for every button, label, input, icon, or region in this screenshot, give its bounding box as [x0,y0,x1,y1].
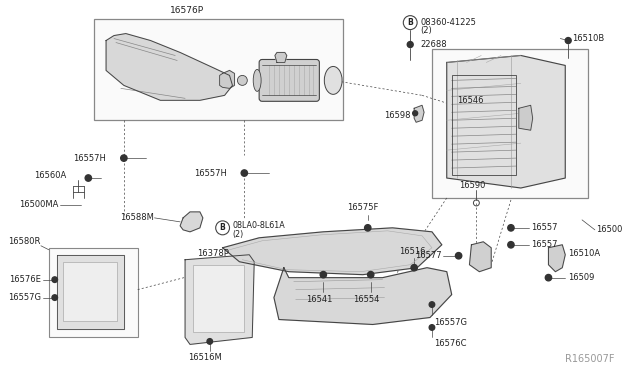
Circle shape [52,295,58,300]
Text: 16557: 16557 [531,223,557,232]
Bar [49,248,138,337]
Text: 16577: 16577 [415,251,442,260]
Bar [94,19,343,120]
Polygon shape [414,105,424,122]
Text: 16575F: 16575F [347,203,378,212]
Circle shape [565,38,571,44]
Circle shape [545,275,552,281]
Text: 16541: 16541 [306,295,333,304]
Circle shape [411,264,417,271]
Circle shape [121,155,127,161]
Circle shape [508,225,514,231]
Polygon shape [548,245,565,272]
Polygon shape [220,70,234,89]
Text: 16509: 16509 [568,273,595,282]
Circle shape [320,272,326,278]
Polygon shape [275,52,287,62]
Text: 16576E: 16576E [9,275,41,284]
Circle shape [207,339,212,344]
Polygon shape [519,105,532,130]
Text: 16510B: 16510B [572,34,604,43]
Bar [432,48,588,198]
Polygon shape [106,33,232,100]
Bar [193,265,244,333]
Circle shape [52,277,58,282]
Text: 16516M: 16516M [188,353,221,362]
Circle shape [85,175,92,181]
Text: 16560A: 16560A [35,170,67,180]
Text: B: B [220,223,225,232]
Text: 08LA0-8L61A: 08LA0-8L61A [232,221,285,230]
Text: 16546: 16546 [456,96,483,105]
Ellipse shape [253,70,261,92]
Polygon shape [185,255,254,344]
Circle shape [407,42,413,48]
Text: 16500MA: 16500MA [19,201,59,209]
Text: 16516: 16516 [399,247,426,256]
Text: 16378P: 16378P [197,249,229,258]
Polygon shape [223,228,442,275]
Circle shape [367,272,374,278]
Circle shape [413,111,418,116]
Text: B: B [407,18,413,27]
Text: 16576C: 16576C [434,339,467,349]
Text: 16557G: 16557G [8,293,41,302]
Polygon shape [180,212,203,232]
Bar [63,262,117,321]
Polygon shape [470,242,491,272]
Polygon shape [447,55,565,188]
Polygon shape [274,268,452,324]
Circle shape [365,225,371,231]
Text: 16557H: 16557H [194,169,227,177]
Text: R165007F: R165007F [565,355,615,364]
Text: 16576P: 16576P [170,6,204,15]
Circle shape [241,170,248,176]
Bar [452,76,516,175]
Ellipse shape [324,67,342,94]
Polygon shape [57,255,124,330]
Circle shape [237,76,247,86]
Circle shape [456,253,462,259]
Circle shape [508,241,514,248]
Circle shape [429,302,435,307]
Text: 16557G: 16557G [434,318,467,327]
Text: 16557: 16557 [531,240,557,249]
Text: 08360-41225: 08360-41225 [420,18,476,27]
Text: 16500: 16500 [596,225,622,234]
Text: 16598: 16598 [384,111,410,120]
Text: (2): (2) [232,230,244,239]
Text: 16590: 16590 [460,180,486,189]
FancyBboxPatch shape [259,60,319,101]
Text: 16588M: 16588M [120,214,154,222]
Text: 16510A: 16510A [568,249,600,258]
Text: 16557H: 16557H [73,154,106,163]
Text: 22688: 22688 [420,40,447,49]
Text: 16580R: 16580R [8,237,41,246]
Circle shape [429,325,435,330]
Text: 16554: 16554 [353,295,380,304]
Text: (2): (2) [420,26,432,35]
